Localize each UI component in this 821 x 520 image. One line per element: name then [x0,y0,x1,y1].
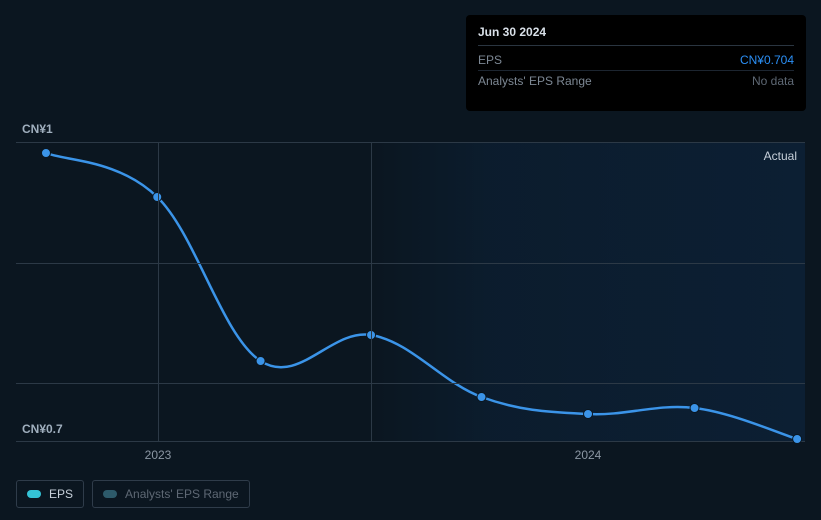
data-point[interactable] [690,404,699,413]
x-axis-label: 2024 [575,448,602,462]
tooltip-label: EPS [478,53,502,67]
tooltip-row: Analysts' EPS Range No data [478,70,794,91]
data-point[interactable] [477,393,486,402]
gridline [16,263,805,264]
legend-item[interactable]: EPS [16,480,84,508]
y-axis-top-label: CN¥1 [22,122,53,136]
tooltip-value: CN¥0.704 [740,53,794,67]
data-point[interactable] [256,357,265,366]
tooltip-label: Analysts' EPS Range [478,74,592,88]
data-point[interactable] [793,435,802,444]
tooltip: Jun 30 2024 EPS CN¥0.704 Analysts' EPS Ran… [466,15,806,111]
x-axis-label: 2023 [145,448,172,462]
legend-swatch [103,490,117,498]
plot-area: Actual [16,142,805,442]
legend-item[interactable]: Analysts' EPS Range [92,480,250,508]
legend-label: EPS [49,487,73,501]
data-point[interactable] [584,410,593,419]
gridline [16,383,805,384]
tooltip-date: Jun 30 2024 [478,25,794,46]
tooltip-value: No data [752,74,794,88]
legend-swatch [27,490,41,498]
legend: EPS Analysts' EPS Range [16,480,250,508]
year-divider [371,143,372,441]
tooltip-row: EPS CN¥0.704 [478,50,794,70]
data-point[interactable] [41,149,50,158]
year-divider [158,143,159,441]
line-layer [16,143,805,443]
legend-label: Analysts' EPS Range [125,487,239,501]
